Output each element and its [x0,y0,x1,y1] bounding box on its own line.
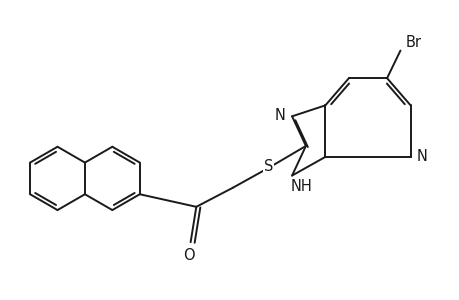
Text: N: N [415,148,426,164]
Text: S: S [263,159,273,174]
Text: Br: Br [404,35,420,50]
Text: NH: NH [290,179,311,194]
Text: N: N [274,108,285,123]
Text: O: O [182,248,194,262]
